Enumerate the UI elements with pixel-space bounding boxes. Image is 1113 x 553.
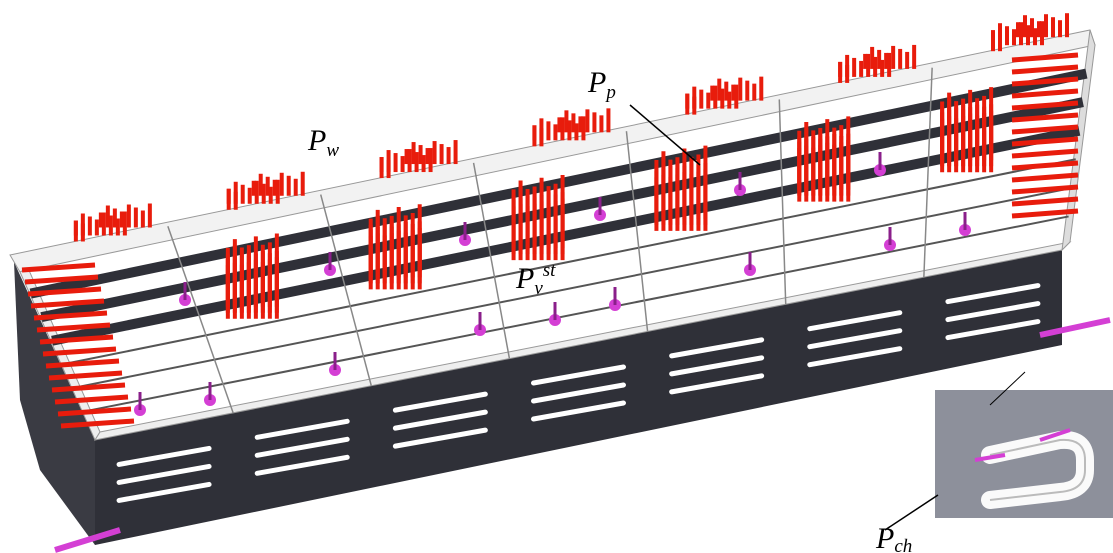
label-base: P xyxy=(587,66,606,99)
arrow xyxy=(1012,67,1078,72)
arrow xyxy=(1012,163,1078,168)
label: Pp xyxy=(587,66,616,103)
arrow xyxy=(1012,175,1078,180)
label-base: P xyxy=(307,124,326,157)
label-sub: ch xyxy=(894,536,912,553)
arrow xyxy=(43,349,116,354)
label-sup: st xyxy=(543,260,556,281)
label-base: P xyxy=(875,522,894,553)
cross-member xyxy=(924,68,932,277)
label-base: P xyxy=(515,262,534,295)
label-sub: p xyxy=(604,82,616,103)
figure: Pw Pp Pvst Pch xyxy=(0,0,1113,553)
label: Pw xyxy=(307,124,339,161)
arrow xyxy=(1012,79,1078,84)
arrow xyxy=(1012,187,1078,192)
label-sub: v xyxy=(534,278,543,299)
label-sub: w xyxy=(326,140,339,161)
label: Pch xyxy=(875,522,912,553)
arrow xyxy=(1012,151,1078,156)
